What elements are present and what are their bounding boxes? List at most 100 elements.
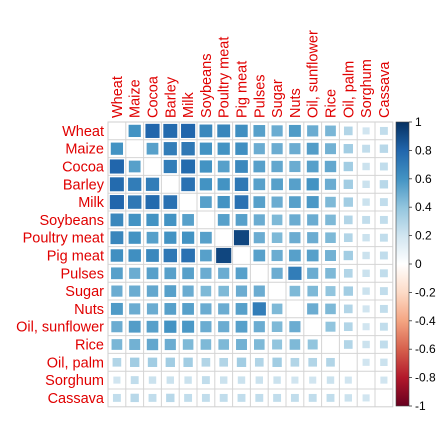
cell-pig-meat-oil-palm (343, 250, 353, 261)
cell-rice-nuts (289, 339, 301, 350)
cell-rice-pig-meat (236, 339, 247, 350)
cell-soybeans-poultry-meat (217, 214, 230, 226)
cell-poultry-meat-pig-meat (233, 230, 250, 246)
cell-sorghum-poultry-meat (219, 376, 228, 384)
cell-soybeans-cassava (379, 215, 388, 224)
cell-wheat-oil-palm (343, 126, 353, 136)
cell-sugar-pig-meat (235, 285, 248, 297)
cell-wheat-sorghum (362, 127, 370, 135)
cell-pulses-oil-sunflower (307, 267, 319, 279)
cell-cocoa-oil-sunflower (306, 160, 319, 173)
cell-poultry-meat-barley (164, 231, 177, 244)
colorbar-tick-label: 0.6 (415, 172, 432, 186)
cell-oil-sunflower-maize (128, 320, 141, 333)
cell-oil-palm-poultry-meat (219, 357, 229, 367)
cell-nuts-milk (182, 303, 194, 315)
column-label-pig-meat: Pig meat (235, 61, 251, 118)
cell-pig-meat-soybeans (200, 249, 212, 262)
cell-nuts-oil-sunflower (307, 303, 319, 315)
cell-pig-meat-sugar (271, 249, 283, 262)
cell-wheat-sugar (271, 125, 283, 137)
cell-barley-poultry-meat (217, 178, 230, 191)
cell-soybeans-pulses (253, 214, 265, 226)
row-label-maize: Maize (65, 142, 104, 158)
cell-oil-palm-pig-meat (236, 357, 247, 367)
cell-oil-palm-rice (326, 357, 335, 367)
colorbar-tick-label: -0.4 (415, 314, 436, 328)
cell-sorghum-cocoa (148, 376, 157, 384)
cell-cassava-maize (130, 393, 139, 403)
cell-sorghum-oil-palm (344, 376, 352, 384)
cell-sugar-milk (182, 285, 194, 297)
cell-pulses-poultry-meat (218, 267, 230, 279)
cell-oil-sunflower-sorghum (362, 323, 370, 331)
cell-poultry-meat-soybeans (200, 231, 212, 244)
colorbar-tick-label: 0.8 (415, 143, 432, 157)
cell-cassava-cocoa (148, 393, 157, 402)
cell-soybeans-oil-palm (343, 215, 353, 225)
cell-oil-sunflower-cassava (379, 322, 388, 331)
cell-barley-nuts (289, 178, 301, 191)
cell-pulses-maize (129, 267, 141, 279)
cell-cassava-oil-sunflower (308, 393, 317, 402)
cell-oil-palm-nuts (290, 357, 300, 367)
column-label-oil-sunflower: Oil, sunflower (306, 30, 322, 118)
cell-rice-cassava (379, 340, 388, 349)
cell-maize-sorghum (362, 144, 371, 153)
cell-oil-palm-cocoa (147, 357, 158, 367)
cell-cocoa-soybeans (199, 160, 213, 173)
column-label-soybeans: Soybeans (199, 54, 215, 119)
cell-rice-wheat (111, 339, 123, 350)
cell-sorghum-barley (166, 376, 174, 384)
cell-oil-sunflower-rice (325, 321, 336, 332)
cell-milk-maize (128, 195, 142, 209)
cell-pulses-nuts (288, 266, 302, 280)
cell-milk-oil-sunflower (306, 196, 319, 209)
colorbar-tick-label: -0.6 (415, 342, 436, 356)
cell-nuts-sugar (271, 303, 283, 315)
cell-maize-pig-meat (235, 142, 248, 155)
cell-poultry-meat-sugar (271, 232, 283, 243)
cell-oil-palm-cassava (380, 358, 388, 366)
cell-barley-maize (128, 177, 142, 191)
cell-barley-wheat (109, 177, 124, 192)
cell-poultry-meat-oil-palm (343, 233, 353, 243)
column-label-barley: Barley (163, 76, 179, 118)
cell-maize-sugar (271, 143, 283, 155)
cell-pig-meat-milk (181, 248, 195, 263)
cell-nuts-sorghum (362, 305, 370, 313)
cell-nuts-wheat (110, 302, 123, 315)
cell-pulses-sugar (271, 267, 283, 279)
cell-soybeans-maize (128, 213, 141, 227)
cell-pig-meat-cocoa (146, 249, 159, 262)
cell-sugar-rice (325, 286, 336, 297)
cell-barley-pig-meat (234, 177, 249, 192)
cell-sugar-maize (129, 285, 141, 297)
cell-wheat-rice (325, 125, 336, 137)
row-label-cocoa: Cocoa (62, 160, 105, 176)
cell-sugar-barley (164, 285, 177, 297)
cell-cocoa-cassava (379, 162, 388, 171)
cell-sugar-cocoa (146, 285, 159, 297)
cell-cassava-barley (166, 393, 175, 403)
cell-nuts-oil-palm (343, 304, 353, 314)
cell-nuts-cassava (379, 304, 388, 313)
cell-oil-sunflower-barley (164, 320, 177, 333)
cell-sugar-pulses (253, 285, 265, 297)
cell-cocoa-sorghum (362, 162, 370, 171)
cell-rice-poultry-meat (218, 339, 229, 350)
colorbar: 1 0.8 0.6 0.4 0.2 0 -0.2 -0.4 -0.6 -0.8 -1 (395, 115, 436, 413)
cell-nuts-pulses (252, 302, 266, 316)
cell-pulses-sorghum (362, 269, 370, 277)
cell-oil-sunflower-wheat (111, 321, 123, 333)
cell-cassava-pig-meat (237, 393, 246, 402)
cell-pig-meat-maize (128, 249, 141, 262)
cell-barley-pulses (253, 178, 266, 191)
cell-soybeans-pig-meat (235, 214, 248, 226)
cell-cocoa-pulses (253, 160, 266, 173)
colorbar-gradient (395, 121, 410, 407)
column-labels: Wheat Maize Cocoa Barley Milk Soybeans Poultry… (110, 30, 393, 118)
cell-maize-cocoa (146, 142, 159, 155)
cell-wheat-barley (163, 123, 178, 138)
cell-cassava-sugar (273, 393, 282, 402)
